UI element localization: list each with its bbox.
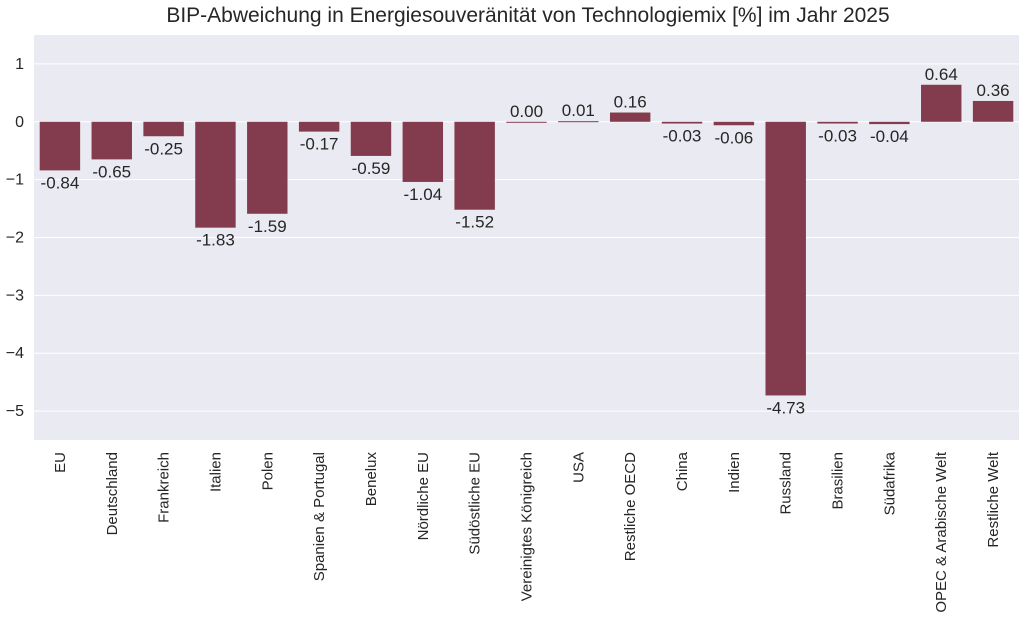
y-tick-label: −5 (6, 403, 24, 420)
y-tick-label: −3 (6, 287, 24, 304)
y-tick-label: 1 (15, 56, 24, 73)
data-label: -1.83 (196, 231, 235, 250)
y-tick-label: −2 (6, 230, 24, 247)
data-label: 0.00 (510, 102, 543, 121)
bars (39, 84, 1014, 396)
bar (972, 100, 1014, 122)
data-label: -0.03 (663, 127, 702, 146)
data-label: 0.36 (977, 81, 1010, 100)
x-tick-label: Deutschland (104, 452, 121, 535)
data-label: -4.73 (766, 398, 805, 417)
x-tick-label: Indien (726, 452, 743, 493)
x-tick-label: OPEC & Arabische Welt (933, 451, 950, 612)
x-tick-label: Vereinigtes Königreich (519, 452, 536, 601)
data-label: 0.64 (925, 65, 958, 84)
data-label: -0.59 (352, 159, 391, 178)
bar (454, 121, 495, 210)
bar (143, 121, 184, 137)
data-label: -1.04 (403, 185, 442, 204)
x-tick-label: EU (52, 452, 69, 473)
bar (921, 84, 962, 122)
bar (661, 121, 703, 124)
y-tick-label: −1 (6, 172, 24, 189)
bar (247, 121, 288, 214)
x-tick-label: Frankreich (156, 452, 173, 523)
x-tick-label: Südafrika (881, 451, 898, 515)
y-tick-label: 0 (15, 114, 24, 131)
x-tick-label: Benelux (363, 452, 380, 507)
x-tick-label: Brasilien (830, 452, 847, 510)
data-label: -0.04 (870, 127, 909, 146)
data-label: 0.16 (614, 93, 647, 112)
bar (350, 121, 392, 156)
bar (765, 121, 806, 396)
x-tick-label: Nördliche EU (415, 452, 432, 540)
x-tick-label: Italien (207, 452, 224, 492)
data-label: -1.52 (455, 213, 494, 232)
bar (195, 121, 236, 228)
bar (39, 121, 81, 171)
x-tick-label: Russland (778, 452, 795, 515)
chart-title: BIP-Abweichung in Energiesouveränität vo… (166, 4, 889, 27)
bar (402, 121, 444, 182)
x-axis-ticks: EU Deutschland Frankreich Italien Polen Spani… (52, 451, 1002, 612)
x-tick-label: China (674, 451, 691, 491)
data-label: -0.03 (818, 127, 857, 146)
bar (91, 121, 132, 160)
x-tick-label: Spanien & Portugal (311, 452, 328, 581)
x-tick-label: USA (570, 452, 587, 483)
y-tick-label: −4 (6, 345, 24, 362)
bar (817, 121, 858, 124)
data-labels: -0.84 -0.65 -0.25 -1.83 -1.59 -0.17 -0.59 -1.04… (41, 65, 1010, 418)
data-label: 0.01 (562, 101, 595, 120)
data-label: -0.17 (300, 135, 339, 154)
x-tick-label: Restliche Welt (985, 451, 1002, 547)
data-label: -0.25 (144, 139, 183, 158)
bar (506, 121, 547, 123)
bar (609, 112, 651, 122)
data-label: -0.65 (92, 162, 131, 181)
x-tick-label: Polen (259, 452, 276, 490)
data-label: -0.06 (714, 128, 753, 147)
bar (713, 121, 755, 126)
y-axis-ticks: 1 0 −1 −2 −3 −4 −5 (6, 56, 24, 420)
bar (298, 121, 340, 132)
x-tick-label: Südöstliche EU (467, 452, 484, 555)
data-label: -1.59 (248, 217, 287, 236)
bar (558, 121, 599, 123)
bar (869, 121, 910, 125)
x-tick-label: Restliche OECD (622, 452, 639, 561)
data-label: -0.84 (41, 173, 80, 192)
